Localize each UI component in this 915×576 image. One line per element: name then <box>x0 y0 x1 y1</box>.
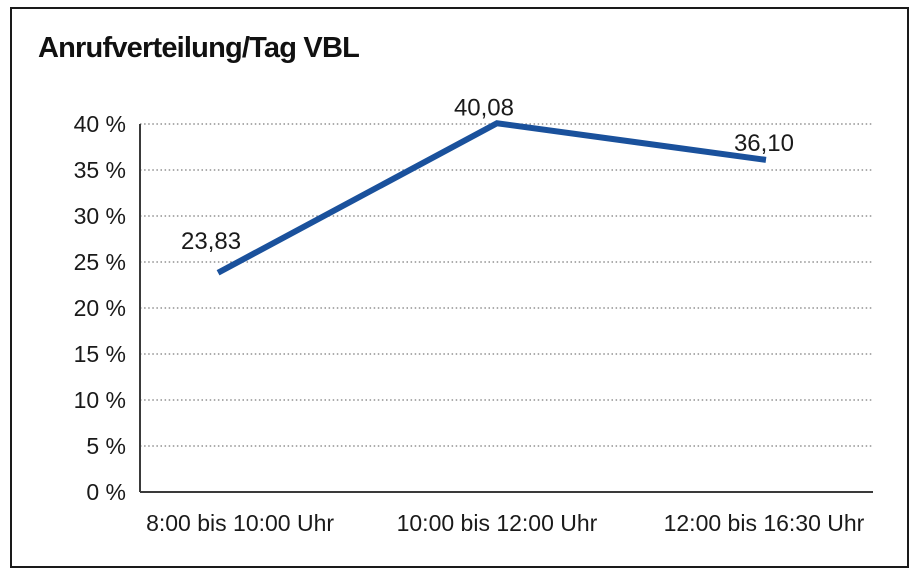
y-axis-tick-label: 0 % <box>86 479 126 505</box>
data-point-label: 40,08 <box>454 94 514 121</box>
chart-border <box>10 7 909 568</box>
x-axis-tick-label: 12:00 bis 16:30 Uhr <box>664 510 865 536</box>
chart-title: Anrufverteilung/Tag VBL <box>38 32 360 64</box>
data-point-label: 36,10 <box>734 130 794 157</box>
y-axis-tick-label: 25 % <box>74 249 126 275</box>
x-axis-tick-label: 8:00 bis 10:00 Uhr <box>146 510 334 536</box>
y-axis-tick-label: 5 % <box>86 433 126 459</box>
data-point-label: 23,83 <box>181 228 241 255</box>
y-axis-tick-label: 10 % <box>74 387 126 413</box>
y-axis-tick-label: 15 % <box>74 341 126 367</box>
y-axis-tick-label: 35 % <box>74 157 126 183</box>
x-axis-tick-label: 10:00 bis 12:00 Uhr <box>397 510 598 536</box>
y-axis-tick-label: 30 % <box>74 203 126 229</box>
y-axis-tick-label: 40 % <box>74 111 126 137</box>
y-axis-tick-label: 20 % <box>74 295 126 321</box>
data-series-line <box>216 120 767 276</box>
